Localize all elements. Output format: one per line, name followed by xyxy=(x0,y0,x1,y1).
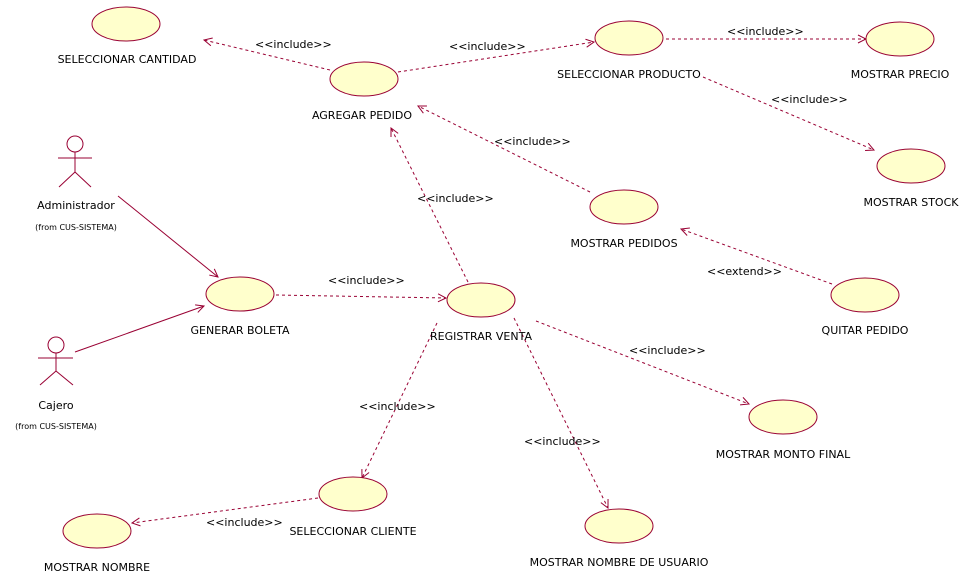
include-venta-cliente xyxy=(362,322,438,478)
use-case-label: MOSTRAR NOMBRE DE USUARIO xyxy=(530,556,709,569)
use-case-label: AGREGAR PEDIDO xyxy=(312,109,412,122)
use-case-ellipse xyxy=(830,277,900,313)
use-case-registrar-venta[interactable]: REGISTRAR VENTA xyxy=(430,282,532,343)
label-extend-quitar-pedidos: <<extend>> xyxy=(707,265,782,278)
use-case-seleccionar-cliente[interactable]: SELECCIONAR CLIENTE xyxy=(289,476,417,538)
use-case-label: REGISTRAR VENTA xyxy=(430,330,532,343)
label-include-venta-usuario: <<include>> xyxy=(524,435,601,448)
use-case-mostrar-nombre-usuario[interactable]: MOSTRAR NOMBRE DE USUARIO xyxy=(530,508,709,569)
use-case-label: MOSTRAR MONTO FINAL xyxy=(716,448,851,461)
label-include-venta-cliente: <<include>> xyxy=(359,400,436,413)
label-include-cliente-nombre: <<include>> xyxy=(206,516,283,529)
use-case-mostrar-monto-final[interactable]: MOSTRAR MONTO FINAL xyxy=(716,399,851,461)
stick-figure-icon xyxy=(38,336,74,386)
use-case-ellipse xyxy=(748,399,818,435)
use-case-label: MOSTRAR PEDIDOS xyxy=(570,237,677,250)
use-case-label: SELECCIONAR CLIENTE xyxy=(289,525,416,538)
use-cases: SELECCIONAR CANTIDAD AGREGAR PEDIDO SELE… xyxy=(44,6,960,574)
label-include-agregar-cantidad: <<include>> xyxy=(255,38,332,51)
actor-administrador[interactable]: Administrador (from CUS-SISTEMA) xyxy=(35,135,117,232)
use-case-label: GENERAR BOLETA xyxy=(191,324,290,337)
use-case-label: QUITAR PEDIDO xyxy=(822,324,909,337)
use-case-ellipse xyxy=(91,6,161,42)
use-case-ellipse xyxy=(329,61,399,97)
label-include-boleta-venta: <<include>> xyxy=(328,274,405,287)
label-include-agregar-producto: <<include>> xyxy=(449,40,526,53)
include-pedidos-agregar xyxy=(418,106,591,193)
use-case-ellipse xyxy=(205,276,275,312)
relationships xyxy=(74,39,874,523)
stick-figure-icon xyxy=(58,135,92,188)
use-case-ellipse xyxy=(876,148,946,184)
label-include-venta-monto: <<include>> xyxy=(629,344,706,357)
use-case-generar-boleta[interactable]: GENERAR BOLETA xyxy=(191,276,290,337)
use-case-label: MOSTRAR STOCK xyxy=(864,196,960,209)
extend-quitar-pedidos xyxy=(681,229,833,285)
use-case-label: MOSTRAR PRECIO xyxy=(851,68,950,81)
label-include-producto-precio: <<include>> xyxy=(727,25,804,38)
relationship-labels: <<include>> <<include>> <<include>> <<in… xyxy=(206,25,848,529)
label-include-producto-stock: <<include>> xyxy=(771,93,848,106)
association-administrador-generar-boleta xyxy=(117,195,218,277)
actor-name: Cajero xyxy=(38,399,74,412)
include-venta-agregar xyxy=(391,128,469,283)
include-boleta-venta xyxy=(275,295,446,298)
use-case-agregar-pedido[interactable]: AGREGAR PEDIDO xyxy=(312,61,412,122)
actor-cajero[interactable]: Cajero (from CUS-SISTEMA) xyxy=(15,336,97,431)
use-case-label: MOSTRAR NOMBRE xyxy=(44,561,150,574)
actor-package: (from CUS-SISTEMA) xyxy=(15,422,97,431)
association-cajero-generar-boleta xyxy=(74,306,204,353)
use-case-quitar-pedido[interactable]: QUITAR PEDIDO xyxy=(822,277,909,337)
use-case-ellipse xyxy=(446,282,516,318)
use-case-ellipse xyxy=(865,21,935,57)
use-case-label: SELECCIONAR CANTIDAD xyxy=(58,53,197,66)
use-case-mostrar-nombre[interactable]: MOSTRAR NOMBRE xyxy=(44,513,150,574)
include-producto-stock xyxy=(702,76,874,150)
label-include-pedidos-agregar: <<include>> xyxy=(494,135,571,148)
actor-name: Administrador xyxy=(37,199,115,212)
use-case-ellipse xyxy=(594,20,664,56)
use-case-ellipse xyxy=(62,513,132,549)
include-venta-usuario xyxy=(513,317,608,508)
use-case-mostrar-precio[interactable]: MOSTRAR PRECIO xyxy=(851,21,950,81)
actor-package: (from CUS-SISTEMA) xyxy=(35,223,117,232)
use-case-mostrar-pedidos[interactable]: MOSTRAR PEDIDOS xyxy=(570,189,678,250)
use-case-seleccionar-producto[interactable]: SELECCIONAR PRODUCTO xyxy=(557,20,701,81)
include-cliente-nombre xyxy=(132,497,319,523)
use-case-ellipse xyxy=(318,476,388,512)
use-case-seleccionar-cantidad[interactable]: SELECCIONAR CANTIDAD xyxy=(58,6,197,66)
use-case-ellipse xyxy=(584,508,654,544)
include-venta-monto xyxy=(535,320,749,404)
use-case-mostrar-stock[interactable]: MOSTRAR STOCK xyxy=(864,148,960,209)
use-case-ellipse xyxy=(589,189,659,225)
use-case-label: SELECCIONAR PRODUCTO xyxy=(557,68,701,81)
label-include-venta-agregar: <<include>> xyxy=(417,192,494,205)
